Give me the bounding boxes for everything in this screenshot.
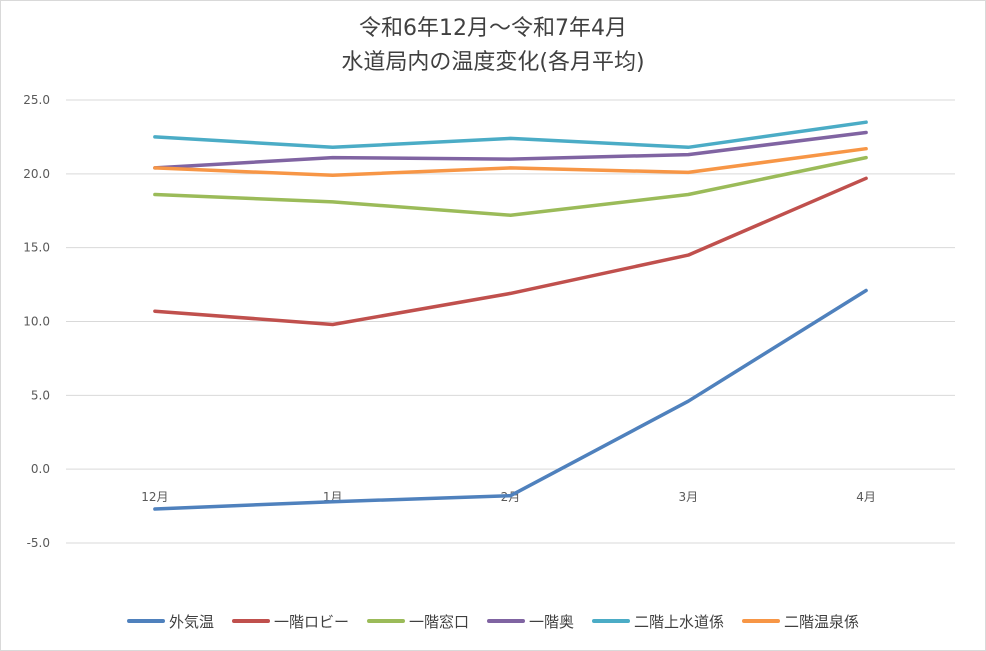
x-tick-label: 4月 (856, 490, 876, 504)
y-tick-label: 25.0 (23, 93, 50, 107)
chart-title: 令和6年12月～令和7年4月 水道局内の温度変化(各月平均) (0, 12, 986, 80)
y-tick-label: 20.0 (23, 167, 50, 181)
legend-item: 二階温泉係 (742, 611, 859, 632)
y-tick-label: 5.0 (31, 388, 50, 402)
legend-label: 外気温 (168, 612, 214, 631)
legend-item: 一階窓口 (366, 611, 469, 632)
legend-swatch (742, 619, 781, 623)
series-line-0 (153, 288, 868, 511)
legend-item: 外気温 (126, 611, 214, 632)
legend-item: 二階上水道係 (592, 611, 724, 632)
chart-title-line1: 令和6年12月～令和7年4月 (359, 16, 627, 41)
legend-swatch (592, 619, 631, 623)
chart-title-line2: 水道局内の温度変化(各月平均) (341, 50, 645, 75)
series-line-2 (153, 155, 868, 217)
x-tick-label: 12月 (141, 490, 168, 504)
y-tick-label: 15.0 (23, 241, 50, 255)
legend: 外気温 一階ロビー 一階窓口 一階奥 二階上水道係 二階温泉係 (0, 606, 986, 636)
legend-swatch (126, 619, 165, 623)
legend-label: 二階上水道係 (634, 612, 725, 631)
x-tick-label: 3月 (678, 490, 698, 504)
y-tick-label: -5.0 (27, 536, 50, 550)
series-line-3 (153, 130, 868, 170)
legend-item: 一階奥 (487, 611, 574, 632)
legend-swatch (231, 619, 270, 623)
legend-label: 一階奥 (529, 612, 575, 631)
y-tick-label: 10.0 (23, 315, 50, 329)
legend-label: 一階ロビー (273, 612, 349, 631)
legend-item: 一階ロビー (231, 611, 349, 632)
legend-swatch (366, 619, 405, 623)
y-tick-label: 0.0 (31, 462, 50, 476)
series-line-4 (153, 120, 868, 150)
legend-label: 一階窓口 (408, 612, 469, 631)
series-line-5 (153, 146, 868, 178)
legend-swatch (487, 619, 525, 623)
legend-label: 二階温泉係 (784, 612, 860, 631)
series-line-1 (153, 176, 868, 327)
